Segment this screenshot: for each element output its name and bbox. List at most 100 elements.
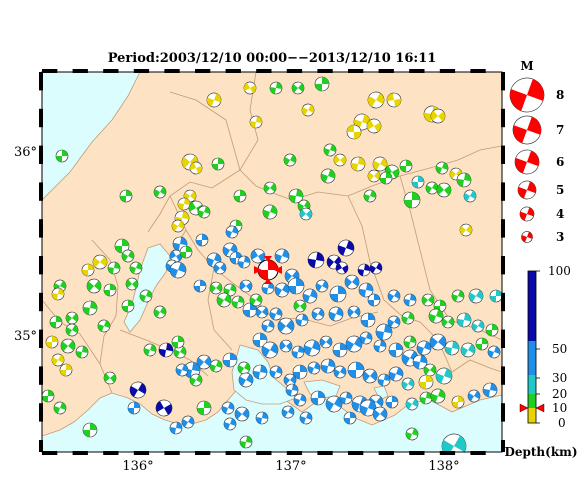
quake-marker bbox=[367, 169, 381, 183]
quake-marker bbox=[343, 411, 357, 425]
depth-tick-10: 10 bbox=[552, 401, 567, 415]
lon-tick-137: 137° bbox=[275, 459, 306, 474]
magnitude-legend-ball bbox=[509, 77, 545, 113]
quake-marker bbox=[293, 393, 307, 407]
quake-marker bbox=[372, 406, 388, 422]
quake-marker bbox=[385, 395, 399, 409]
quake-marker bbox=[373, 339, 387, 353]
quake-marker bbox=[206, 92, 222, 108]
quake-marker bbox=[114, 238, 130, 254]
quake-marker bbox=[416, 340, 432, 356]
quake-marker bbox=[311, 307, 325, 321]
quake-marker bbox=[333, 153, 347, 167]
quake-marker bbox=[129, 261, 143, 275]
magnitude-legend-label: 5 bbox=[556, 183, 564, 197]
quake-marker bbox=[362, 368, 378, 384]
quake-marker bbox=[274, 282, 290, 298]
quake-marker bbox=[181, 415, 195, 429]
map-area[interactable] bbox=[42, 72, 502, 462]
quake-marker bbox=[75, 345, 89, 359]
quake-marker bbox=[485, 323, 499, 337]
lat-tick-36: 36° bbox=[14, 145, 37, 160]
quake-marker bbox=[153, 305, 167, 319]
quake-marker bbox=[489, 289, 502, 303]
quake-marker bbox=[234, 406, 250, 422]
quake-marker bbox=[193, 279, 207, 293]
depth-tick-100: 100 bbox=[548, 264, 571, 278]
quake-marker bbox=[344, 274, 360, 290]
depth-colorbar-label: Depth(km) bbox=[504, 445, 577, 459]
quake-marker bbox=[333, 365, 347, 379]
quake-marker bbox=[430, 388, 446, 404]
quake-marker bbox=[42, 389, 55, 403]
quake-marker bbox=[196, 400, 212, 416]
quake-marker bbox=[255, 411, 269, 425]
quake-marker bbox=[436, 182, 452, 198]
quake-marker bbox=[249, 293, 263, 307]
quake-marker bbox=[252, 364, 268, 380]
quake-marker bbox=[347, 305, 361, 319]
quake-marker bbox=[295, 313, 309, 327]
mainshock-marker[interactable] bbox=[254, 256, 282, 284]
quake-marker bbox=[387, 315, 401, 329]
quake-marker bbox=[213, 261, 227, 275]
quake-marker bbox=[211, 157, 225, 171]
lat-tick-35: 35° bbox=[14, 329, 37, 344]
quake-marker bbox=[360, 312, 376, 328]
quake-marker bbox=[363, 189, 377, 203]
quake-marker bbox=[299, 411, 313, 425]
quake-marker bbox=[53, 401, 67, 415]
quake-marker bbox=[242, 302, 258, 318]
quake-marker bbox=[97, 319, 111, 333]
quake-marker bbox=[423, 363, 437, 377]
quake-marker bbox=[177, 197, 191, 211]
quake-marker bbox=[375, 323, 393, 341]
quake-marker bbox=[323, 143, 337, 157]
magnitude-legend-ball bbox=[512, 115, 542, 145]
quake-marker bbox=[281, 405, 295, 419]
magnitude-legend-label: 7 bbox=[556, 123, 564, 137]
quake-marker bbox=[51, 353, 65, 367]
quake-marker bbox=[283, 373, 297, 387]
quake-marker bbox=[307, 361, 321, 375]
quake-marker bbox=[173, 345, 187, 359]
quake-marker bbox=[269, 307, 283, 321]
quake-marker bbox=[403, 335, 417, 349]
quake-marker bbox=[82, 422, 98, 438]
quake-marker bbox=[60, 338, 76, 354]
quake-marker bbox=[456, 172, 472, 188]
quake-marker bbox=[222, 352, 238, 368]
quake-marker bbox=[339, 391, 353, 405]
quake-marker bbox=[139, 289, 153, 303]
quake-marker bbox=[103, 371, 117, 385]
quake-marker bbox=[155, 399, 173, 417]
quake-marker bbox=[81, 263, 95, 277]
quake-marker bbox=[307, 251, 325, 269]
quake-marker bbox=[189, 373, 203, 387]
quake-marker bbox=[129, 381, 147, 399]
quake-marker bbox=[153, 185, 167, 199]
lon-tick-136: 136° bbox=[122, 459, 153, 474]
quake-marker bbox=[421, 293, 435, 307]
map-frame bbox=[39, 69, 505, 455]
quake-marker bbox=[357, 263, 371, 277]
quake-marker bbox=[231, 295, 245, 309]
quake-marker bbox=[51, 287, 65, 301]
quake-marker bbox=[302, 288, 318, 304]
lon-tick-138: 138° bbox=[428, 459, 459, 474]
quake-marker bbox=[347, 361, 365, 379]
quake-marker bbox=[293, 299, 307, 313]
quake-marker bbox=[475, 337, 489, 351]
quake-marker bbox=[196, 354, 212, 370]
quake-marker bbox=[441, 315, 455, 329]
quake-marker bbox=[288, 188, 304, 204]
depth-tick-50: 50 bbox=[552, 342, 567, 356]
quake-marker bbox=[319, 335, 333, 349]
depth-tick-0: 0 bbox=[558, 416, 566, 430]
quake-marker bbox=[405, 427, 419, 441]
depth-colorbar: 100 50 30 20 10 0 Depth(km) bbox=[504, 264, 577, 459]
quake-marker bbox=[487, 345, 501, 359]
quake-marker bbox=[329, 285, 347, 303]
quake-marker bbox=[195, 233, 209, 247]
quake-marker bbox=[451, 395, 465, 409]
